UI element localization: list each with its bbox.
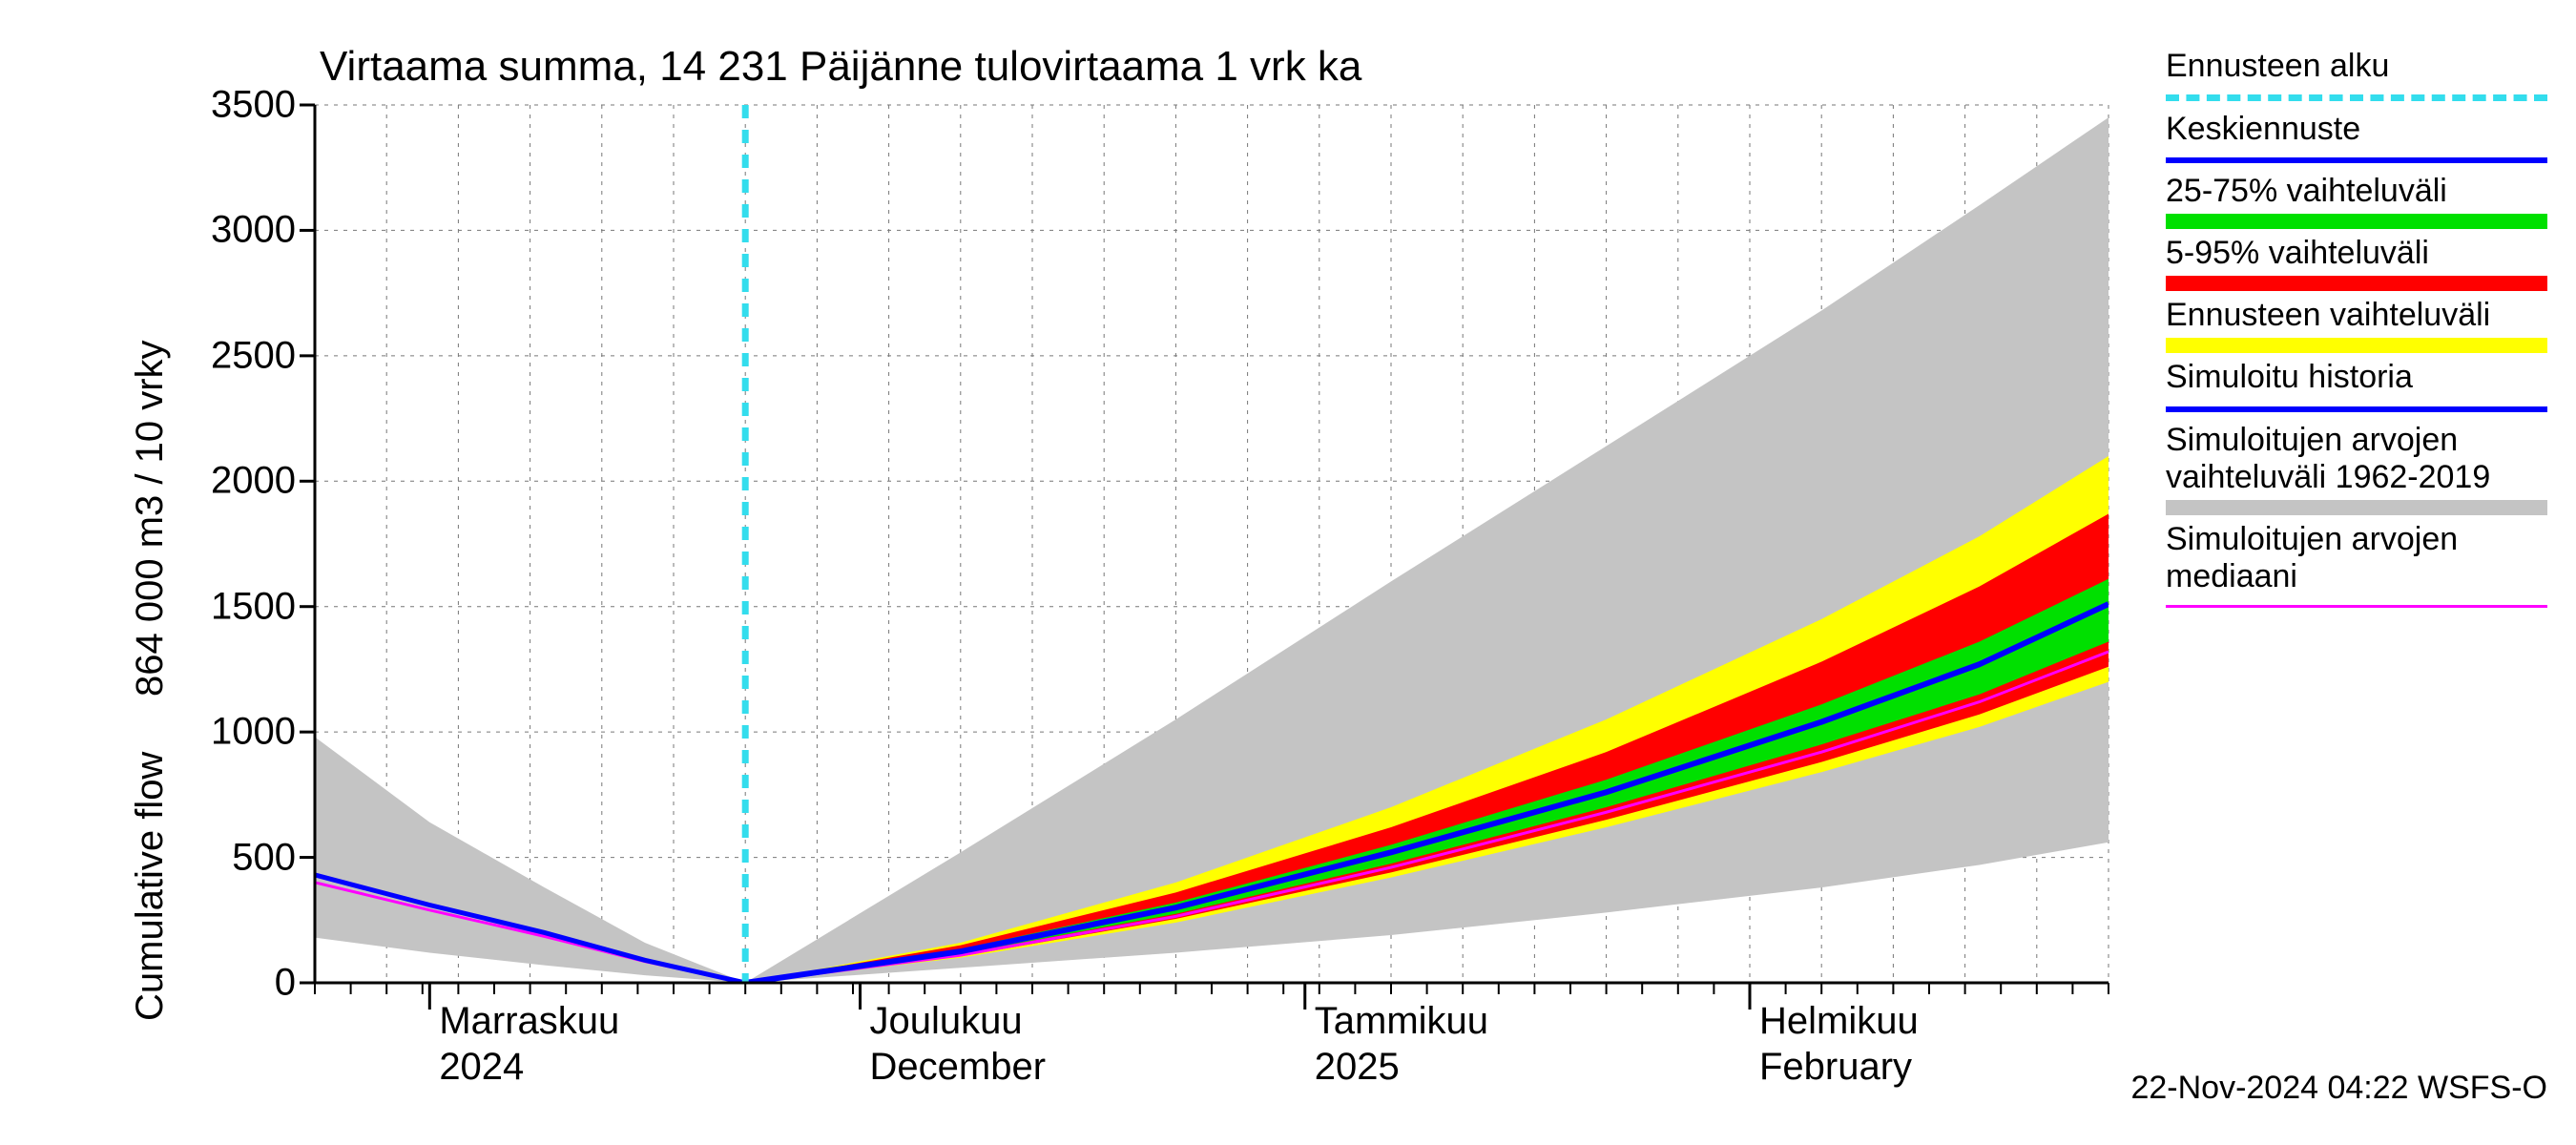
legend-label: 25-75% vaihteluväli: [2166, 173, 2547, 210]
legend-label: Ennusteen vaihteluväli: [2166, 297, 2547, 334]
legend-line: [2166, 406, 2547, 412]
legend-label: Simuloitujen arvojen mediaani: [2166, 521, 2547, 595]
xtick-label-bottom: 2025: [1315, 1046, 1400, 1089]
legend-item: Ennusteen vaihteluväli: [2166, 297, 2547, 353]
xtick-label-top: Marraskuu: [439, 1000, 619, 1043]
xtick-label-bottom: 2024: [439, 1046, 524, 1089]
ytick-label: 2000: [162, 460, 296, 503]
xtick-label-top: Joulukuu: [870, 1000, 1023, 1043]
legend-swatch: [2166, 500, 2547, 515]
ytick-label: 3500: [162, 84, 296, 127]
legend-label: Simuloitu historia: [2166, 359, 2547, 396]
xtick-label-top: Tammikuu: [1315, 1000, 1488, 1043]
legend-swatch: [2166, 276, 2547, 291]
legend-label: Simuloitujen arvojen vaihteluväli 1962-2…: [2166, 422, 2547, 496]
xtick-label-bottom: February: [1759, 1046, 1912, 1089]
ytick-label: 2500: [162, 334, 296, 377]
legend-line: [2166, 157, 2547, 163]
legend-item: 25-75% vaihteluväli: [2166, 173, 2547, 229]
legend-item: Ennusteen alku: [2166, 48, 2547, 101]
legend-item: Simuloitujen arvojen mediaani: [2166, 521, 2547, 608]
legend-line: [2166, 605, 2547, 608]
legend-line: [2166, 94, 2547, 101]
legend-item: Keskiennuste: [2166, 111, 2547, 163]
xtick-label-top: Helmikuu: [1759, 1000, 1919, 1043]
ytick-label: 1000: [162, 711, 296, 754]
xtick-label-bottom: December: [870, 1046, 1047, 1089]
ytick-label: 0: [162, 962, 296, 1005]
chart-container: Virtaama summa, 14 231 Päijänne tulovirt…: [0, 0, 2576, 1145]
legend: Ennusteen alku Keskiennuste 25-75% vaihtel…: [2166, 48, 2547, 617]
legend-item: Simuloitujen arvojen vaihteluväli 1962-2…: [2166, 422, 2547, 515]
legend-swatch: [2166, 338, 2547, 353]
ytick-label: 3000: [162, 209, 296, 252]
legend-swatch: [2166, 214, 2547, 229]
legend-label: 5-95% vaihteluväli: [2166, 235, 2547, 272]
legend-item: Simuloitu historia: [2166, 359, 2547, 411]
footer-timestamp: 22-Nov-2024 04:22 WSFS-O: [2130, 1070, 2547, 1107]
ytick-label: 1500: [162, 585, 296, 628]
legend-item: 5-95% vaihteluväli: [2166, 235, 2547, 291]
legend-label: Ennusteen alku: [2166, 48, 2547, 85]
legend-label: Keskiennuste: [2166, 111, 2547, 148]
ytick-label: 500: [162, 836, 296, 879]
